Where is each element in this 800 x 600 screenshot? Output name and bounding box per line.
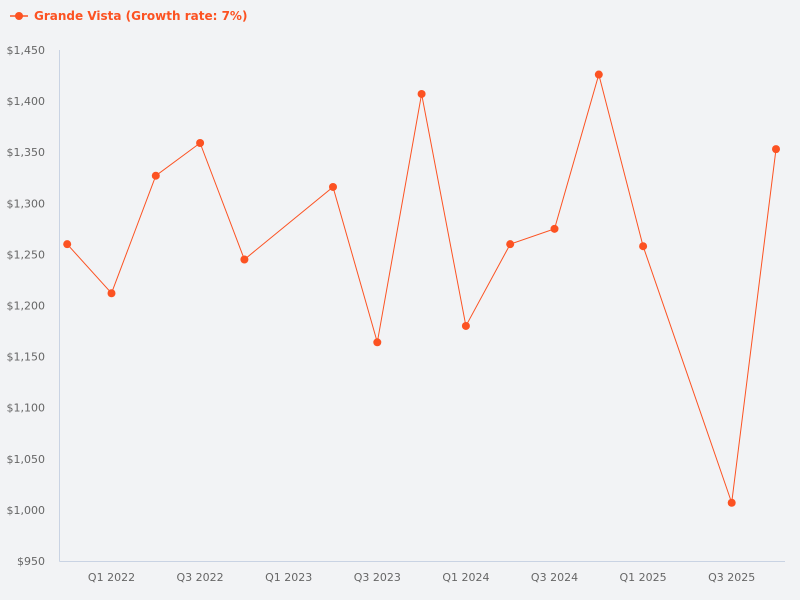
- legend-item[interactable]: Grande Vista (Growth rate: 7%): [10, 9, 247, 23]
- data-point[interactable]: [550, 224, 559, 233]
- x-tick-label: Q1 2023: [265, 571, 312, 584]
- y-tick-label: $950: [17, 555, 45, 568]
- y-tick-label: $1,300: [7, 197, 46, 210]
- data-point[interactable]: [196, 139, 205, 148]
- x-tick-label: Q3 2024: [531, 571, 578, 584]
- y-tick-label: $1,200: [7, 300, 46, 313]
- data-point[interactable]: [240, 255, 249, 264]
- data-point[interactable]: [772, 145, 780, 154]
- y-tick-label: $1,350: [7, 146, 46, 159]
- data-point[interactable]: [417, 89, 426, 98]
- legend-label: Grande Vista (Growth rate: 7%): [34, 9, 248, 23]
- data-point[interactable]: [727, 498, 736, 507]
- y-tick-label: $1,100: [7, 402, 46, 415]
- y-tick-label: $1,400: [7, 95, 46, 108]
- x-tick-label: Q1 2024: [442, 571, 489, 584]
- y-tick-label: $1,450: [7, 44, 46, 57]
- data-point[interactable]: [329, 182, 337, 191]
- x-tick-label: Q3 2023: [354, 571, 401, 584]
- series-line: [66, 72, 777, 503]
- x-tick-label: Q3 2025: [708, 571, 755, 584]
- y-tick-label: $1,250: [7, 248, 46, 261]
- data-point[interactable]: [107, 289, 116, 298]
- data-point[interactable]: [151, 171, 160, 180]
- data-point[interactable]: [506, 240, 515, 249]
- x-tick-label: Q1 2022: [88, 571, 135, 584]
- data-point[interactable]: [461, 321, 470, 330]
- y-tick-label: $1,150: [7, 351, 46, 364]
- y-tick-label: $1,000: [7, 504, 46, 517]
- y-tick-label: $1,050: [7, 453, 46, 466]
- legend-marker-icon: [10, 12, 28, 20]
- data-point[interactable]: [63, 240, 72, 249]
- data-point[interactable]: [594, 70, 603, 79]
- data-point[interactable]: [639, 242, 648, 251]
- x-tick-label: Q3 2022: [177, 571, 224, 584]
- data-point[interactable]: [373, 338, 382, 347]
- x-tick-label: Q1 2025: [620, 571, 667, 584]
